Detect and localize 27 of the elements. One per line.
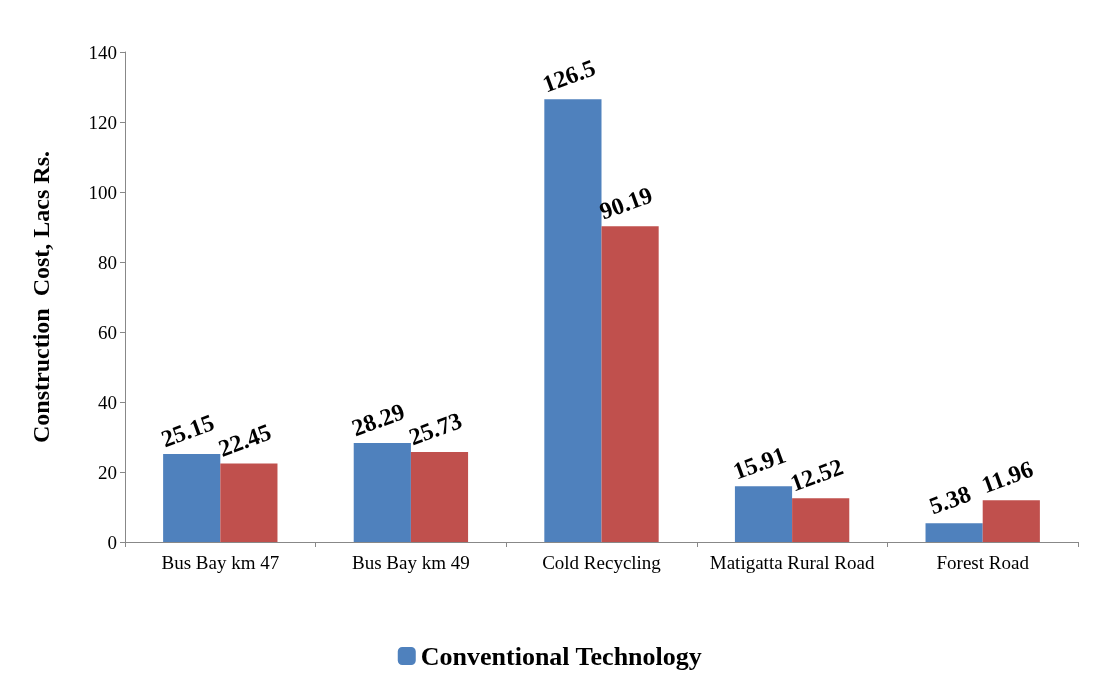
y-tick-label: 140 — [88, 41, 117, 63]
bar — [792, 498, 850, 542]
legend-label: Conventional Technology — [420, 641, 702, 671]
bar — [734, 486, 793, 542]
data-label: 11.96 — [977, 455, 1037, 499]
x-tick-label: Bus Bay km 47 — [161, 551, 280, 573]
x-tick-label: Forest Road — [936, 551, 1030, 573]
y-tick-label: 100 — [88, 181, 117, 203]
bar — [410, 451, 469, 542]
y-tick-label: 0 — [107, 531, 117, 553]
y-tick-label: 120 — [88, 111, 117, 133]
bar — [353, 442, 411, 542]
x-tick-label: Cold Recycling — [542, 551, 662, 573]
bar — [220, 463, 278, 542]
data-label: 5.38 — [925, 480, 975, 520]
bar — [925, 523, 983, 542]
y-tick-label: 60 — [98, 321, 117, 343]
x-tick-label: Matigatta Rural Road — [709, 551, 875, 573]
y-tick-label: 40 — [98, 391, 117, 413]
y-axis-title: Construction Cost, Lacs Rs. — [28, 150, 54, 444]
y-tick-label: 80 — [98, 251, 117, 273]
data-label: 90.19 — [596, 181, 656, 225]
y-tick-label: 20 — [98, 461, 117, 483]
bar — [601, 226, 659, 542]
data-label: 126.5 — [538, 54, 599, 98]
x-tick-label: Bus Bay km 49 — [352, 551, 470, 573]
bar — [982, 500, 1040, 542]
